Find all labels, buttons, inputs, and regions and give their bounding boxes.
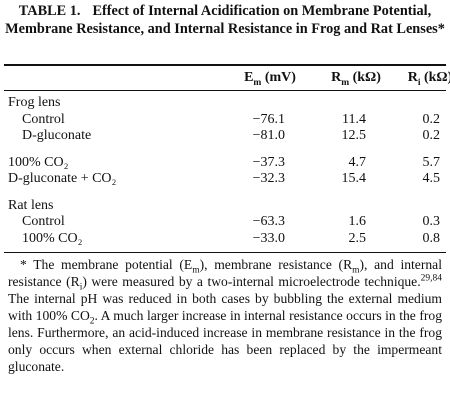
- section-gap: [0, 188, 450, 198]
- rule: [4, 90, 446, 91]
- cell: −32.3: [252, 171, 285, 186]
- footnote-text: * The membrane potential (E: [20, 257, 193, 272]
- cell: 0.8: [422, 230, 441, 246]
- cell: 2.5: [348, 230, 367, 246]
- data-row: D-gluconate −81.0 12.5 0.2: [0, 128, 450, 145]
- table-label: TABLE 1.: [18, 3, 81, 19]
- table-title: TABLE 1. Effect of Internal Acidification…: [4, 2, 446, 38]
- column-symbol: R: [331, 70, 342, 85]
- column-subscript: m: [341, 77, 350, 88]
- cell: 0.3: [422, 214, 441, 229]
- column-header: Rm (kΩ): [311, 70, 401, 88]
- data-row: 100% CO₂ −37.3 4.7 5.7: [0, 155, 450, 172]
- row-label: Control: [22, 111, 65, 127]
- column-subscript: i: [417, 77, 421, 88]
- cell: −76.1: [252, 111, 285, 127]
- footnote-text: 29,84: [420, 273, 442, 284]
- cell: 4.7: [348, 154, 367, 170]
- column-unit: (kΩ): [352, 70, 381, 85]
- cell: 11.4: [342, 111, 366, 127]
- row-label: D-gluconate: [22, 128, 92, 143]
- rule: [4, 64, 446, 66]
- column-symbol: E: [244, 70, 254, 85]
- data-row: D-gluconate + CO₂ −32.3 15.4 4.5: [0, 171, 450, 188]
- cell: 12.5: [341, 128, 367, 143]
- group-label: Rat lens: [8, 197, 54, 213]
- table-body: Frog lens Control −76.1 11.4 0.2 D-gluconate −…: [0, 95, 450, 247]
- footnote-text: The internal pH was reduced in both case…: [8, 291, 442, 323]
- cell: 4.5: [422, 171, 441, 186]
- footnote-text: 2: [89, 316, 95, 327]
- title-text: Effect of Internal Acidification on Memb…: [5, 3, 445, 37]
- data-row: Control −63.3 1.6 0.3: [0, 214, 450, 231]
- cell: −33.0: [252, 230, 285, 246]
- section-gap: [0, 145, 450, 155]
- cell: −63.3: [252, 214, 285, 229]
- footnote-text: ), and internal resistance (R: [8, 257, 442, 289]
- cell: 1.6: [348, 214, 367, 229]
- row-label: D-gluconate + CO₂: [8, 171, 117, 186]
- column-subscript: m: [253, 77, 262, 88]
- group-row: Rat lens: [0, 198, 450, 215]
- column-unit: (mV): [264, 70, 296, 85]
- row-label: 100% CO₂: [8, 154, 69, 170]
- cell: 5.7: [422, 154, 441, 170]
- column-header: Em (mV): [225, 70, 315, 88]
- footnote-text: ), membrane resistance (R: [199, 257, 353, 272]
- footnote-text: m: [192, 265, 200, 276]
- data-row: 100% CO₂ −33.0 2.5 0.8: [0, 231, 450, 248]
- footnote: * The membrane potential (Em), membrane …: [8, 256, 442, 375]
- row-label: Control: [22, 214, 65, 229]
- footnote-text: m: [352, 265, 360, 276]
- cell: 15.4: [341, 171, 367, 186]
- cell: −37.3: [252, 154, 285, 170]
- footnote-text: . A much larger increase in internal res…: [8, 308, 442, 374]
- group-row: Frog lens: [0, 95, 450, 112]
- data-row: Control −76.1 11.4 0.2: [0, 112, 450, 129]
- column-unit: (kΩ): [423, 70, 450, 85]
- row-label: 100% CO₂: [22, 230, 83, 246]
- cell: 0.2: [422, 128, 441, 143]
- footnote-text: i: [79, 282, 83, 293]
- footnote-text: ) were measured by a two-internal microe…: [82, 274, 421, 289]
- cell: 0.2: [422, 111, 441, 127]
- column-header: Ri (kΩ): [385, 70, 450, 88]
- cell: −81.0: [252, 128, 285, 143]
- header-row: Em (mV) Rm (kΩ) Ri (kΩ): [0, 70, 450, 88]
- column-symbol: R: [407, 70, 418, 85]
- rule: [4, 252, 446, 253]
- group-label: Frog lens: [8, 95, 61, 110]
